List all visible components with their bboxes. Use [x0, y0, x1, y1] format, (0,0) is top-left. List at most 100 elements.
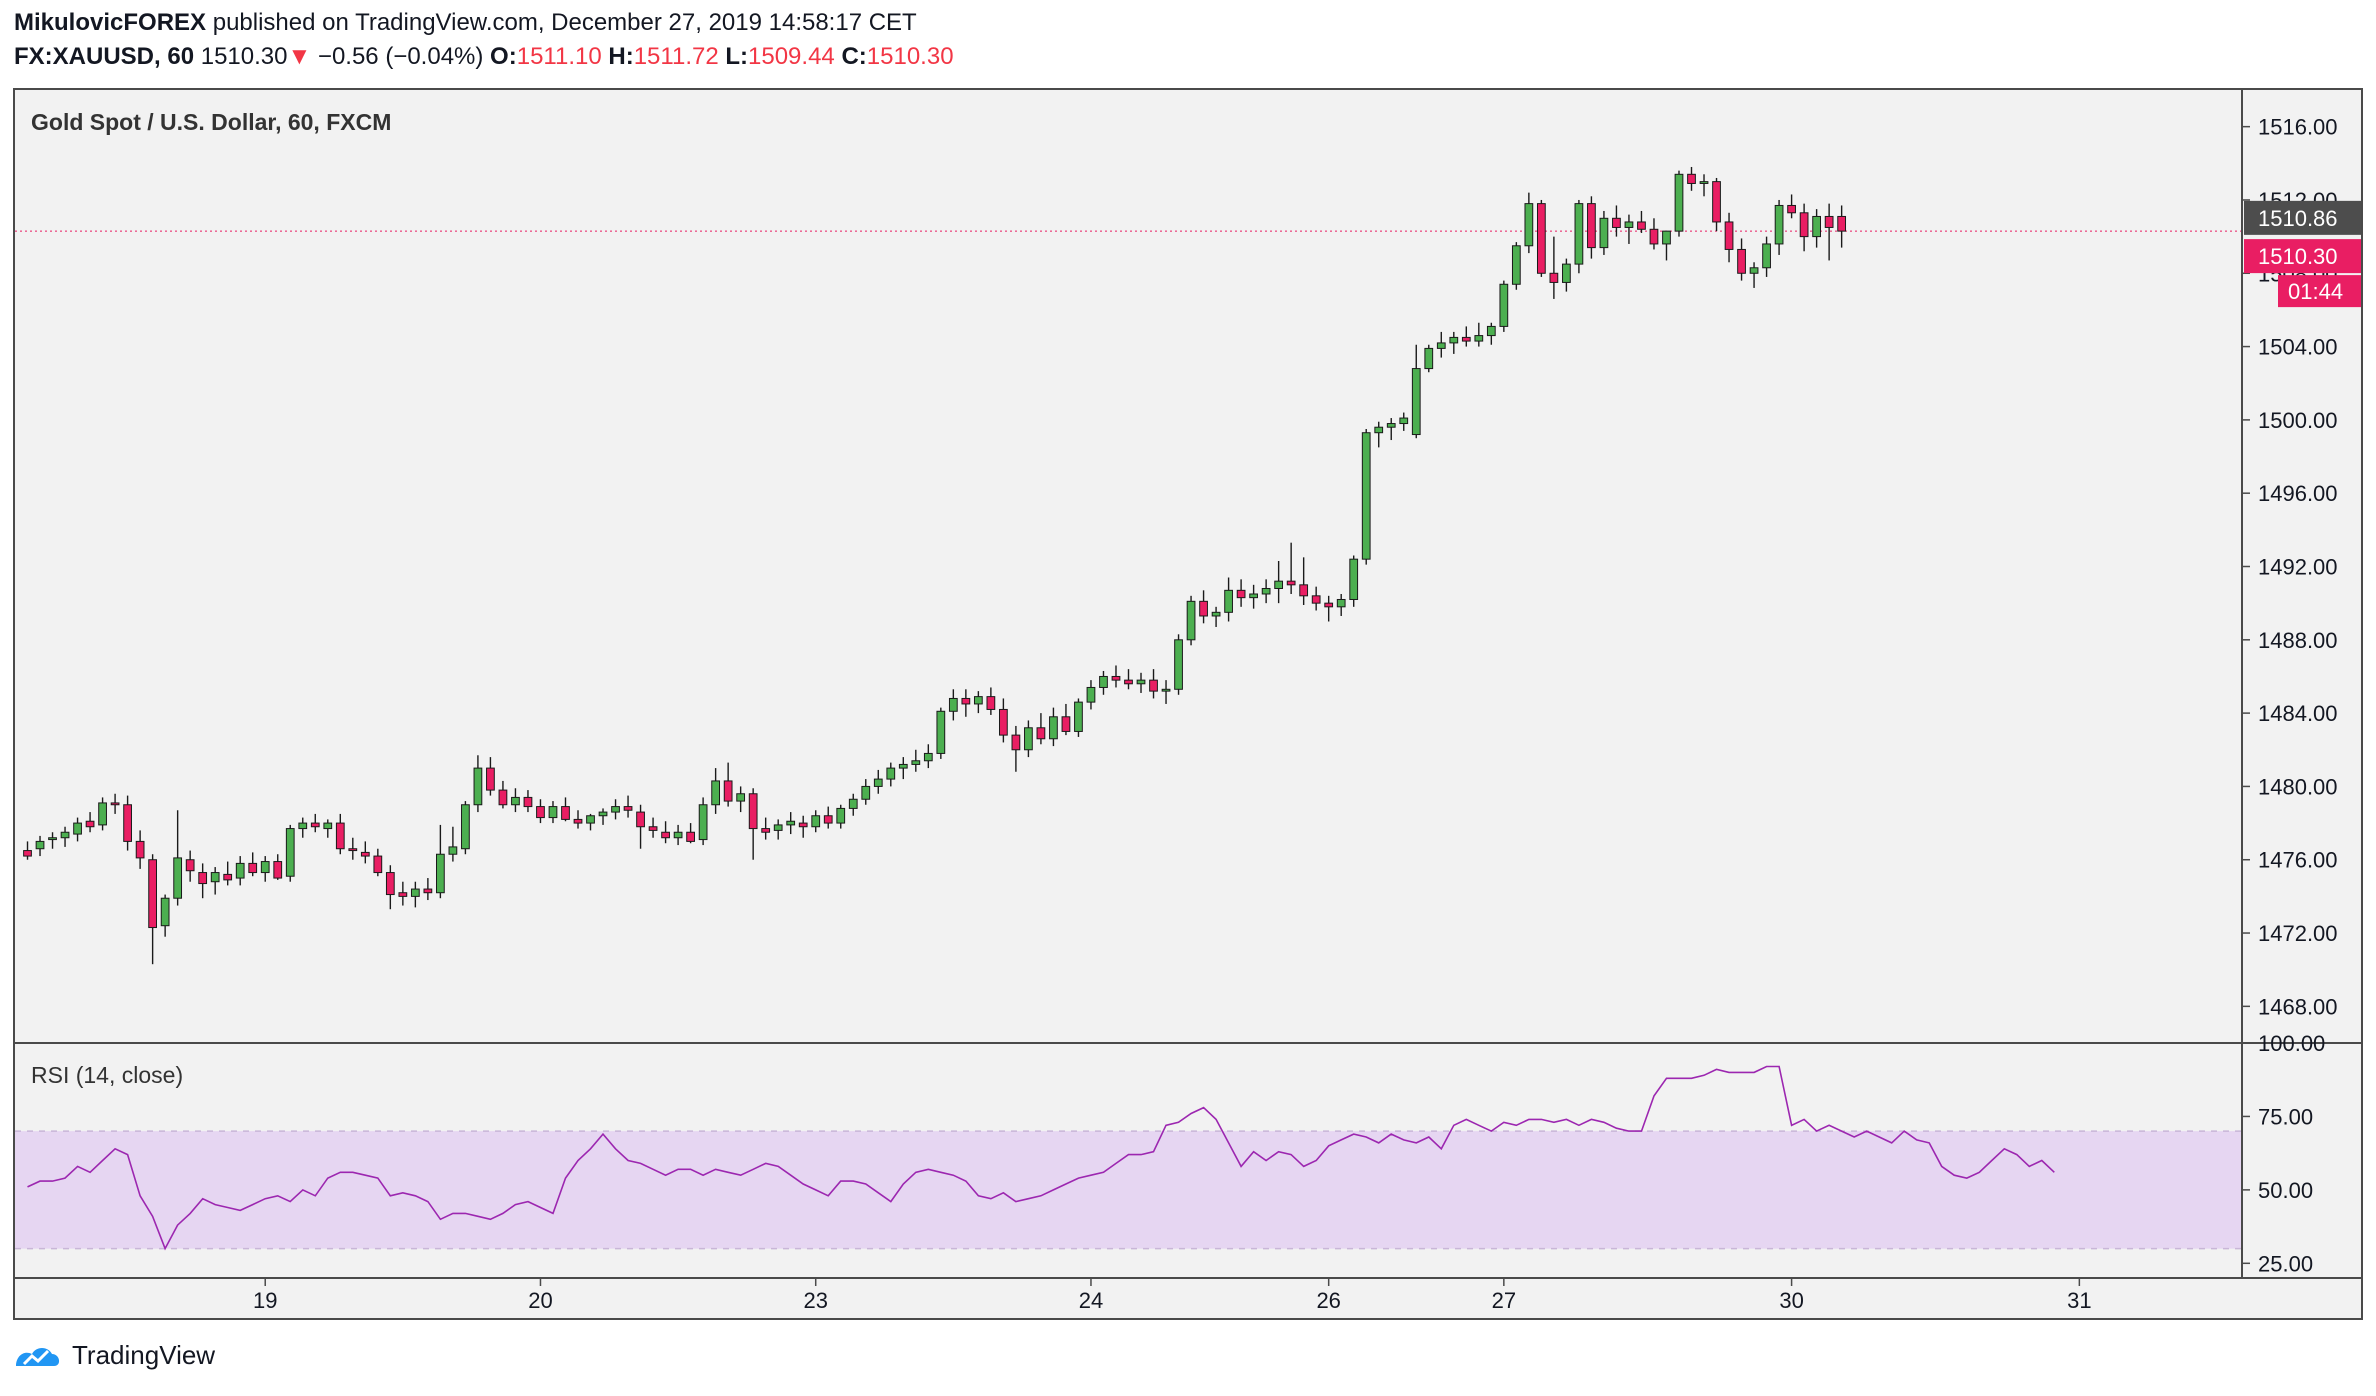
candle-body [1399, 417, 1409, 425]
open-label: O: [490, 43, 517, 70]
footer: TradingView [14, 1340, 215, 1371]
candle-body [586, 815, 595, 824]
candle-body [85, 820, 95, 828]
candle-body [235, 862, 245, 879]
rsi-tick-label: 100.00 [2258, 1031, 2325, 1056]
candle-body [648, 826, 658, 831]
price-tags: 1510.86 1510.30 01:44 [2244, 200, 2361, 308]
candle-body [486, 767, 495, 791]
candle-body [1149, 679, 1158, 692]
rsi-axis[interactable]: 100.00 75.00 50.00 25.00 [2242, 1031, 2325, 1276]
candle-body [23, 850, 32, 857]
current-price-tag [2244, 200, 2361, 235]
candle-body [1236, 589, 1246, 599]
candle-body [1336, 598, 1346, 608]
candle-body [1699, 181, 1709, 184]
candle-body [1224, 589, 1233, 613]
candle-body [448, 846, 458, 855]
candle-body [1637, 221, 1646, 230]
candle-body [48, 837, 57, 841]
candle-body [873, 778, 883, 787]
candle-body [798, 822, 808, 828]
candle-body [1587, 203, 1596, 249]
chart-frame[interactable]: 1516.00 1512.00 1508.00 1504.00 1500.00 1496.… [13, 88, 2363, 1320]
price-tick-label: 1488.00 [2258, 628, 2338, 653]
candle-body [248, 862, 258, 874]
candle-body [1099, 675, 1108, 688]
candle-body [60, 831, 70, 839]
candle-body [185, 859, 195, 872]
candle-body [1161, 688, 1171, 692]
candle-body [923, 752, 933, 762]
candle-body [1749, 267, 1759, 274]
candle-body [973, 696, 983, 705]
candle-body [623, 806, 633, 811]
candle-body [423, 888, 433, 894]
candle-body [373, 855, 383, 874]
candle-body [886, 767, 896, 780]
candle-body [1824, 215, 1834, 228]
candle-body [861, 785, 871, 800]
candle-body [210, 872, 220, 883]
time-tick-label: 20 [528, 1288, 552, 1313]
candle-body [1249, 593, 1258, 599]
candle-body [1374, 426, 1384, 434]
candle-body [536, 806, 545, 819]
last-price: 1510.30 [200, 43, 288, 70]
high-value: 1511.72 [633, 43, 719, 70]
candle-body [1111, 675, 1121, 681]
price-tick-label: 1476.00 [2258, 848, 2338, 873]
candle-body [1449, 336, 1459, 344]
candle-body [285, 828, 295, 877]
candle-body [123, 804, 132, 842]
candle-body [1674, 173, 1684, 232]
symbol-label: FX:XAUUSD, 60 [14, 43, 195, 70]
candle-body [661, 831, 670, 839]
rsi-band [15, 1131, 2242, 1249]
footer-brand[interactable]: TradingView [72, 1340, 216, 1370]
candle-body [461, 804, 470, 850]
candle-body [823, 815, 833, 824]
price-change: −0.56 (−0.04%) [317, 43, 484, 70]
candle-body [360, 851, 370, 857]
candle-body [473, 767, 483, 806]
price-tick-label: 1480.00 [2258, 774, 2338, 799]
candle-body [1124, 679, 1133, 685]
candle-body [1474, 335, 1484, 342]
candle-body [1424, 347, 1434, 370]
candle-body [698, 804, 708, 841]
candle-body [148, 859, 158, 929]
candle-body [35, 840, 45, 850]
high-label: H: [608, 43, 634, 70]
candle-body [1261, 587, 1271, 595]
candle-body [1411, 368, 1421, 436]
candles-group [23, 166, 1847, 965]
candle-body [1286, 580, 1296, 586]
candle-body [1461, 336, 1471, 342]
candle-body [1386, 423, 1396, 428]
candle-body [848, 798, 858, 809]
candle-body [1174, 639, 1183, 690]
candle-body [711, 780, 721, 806]
time-axis[interactable]: 19 20 23 24 26 27 30 31 [253, 1278, 2092, 1313]
candle-body [498, 789, 508, 806]
close-value: 1510.30 [866, 43, 954, 70]
candle-body [223, 873, 233, 881]
candle-body [911, 760, 921, 765]
down-arrow-icon: ▼ [287, 43, 312, 70]
author-name[interactable]: MikulovicFOREX [14, 9, 207, 36]
symbol-line: FX:XAUUSD, 60 1510.30▼ −0.56 (−0.04%) O:… [14, 42, 954, 72]
candle-body [573, 818, 583, 824]
countdown-label: 01:44 [2288, 279, 2343, 304]
candle-body [1712, 181, 1721, 223]
current-price-label: 1510.86 [2258, 206, 2338, 231]
price-tick-label: 1468.00 [2258, 994, 2338, 1019]
candle-body [260, 861, 270, 874]
chart-canvas[interactable]: 1516.001512.001508.001504.001500.001496.… [15, 90, 2361, 1318]
candle-body [348, 848, 358, 852]
candle-body [1662, 230, 1671, 245]
last-price-label: 1510.30 [2258, 244, 2338, 269]
candle-body [410, 888, 420, 897]
time-tick-label: 27 [1492, 1288, 1516, 1313]
candle-body [611, 806, 620, 813]
